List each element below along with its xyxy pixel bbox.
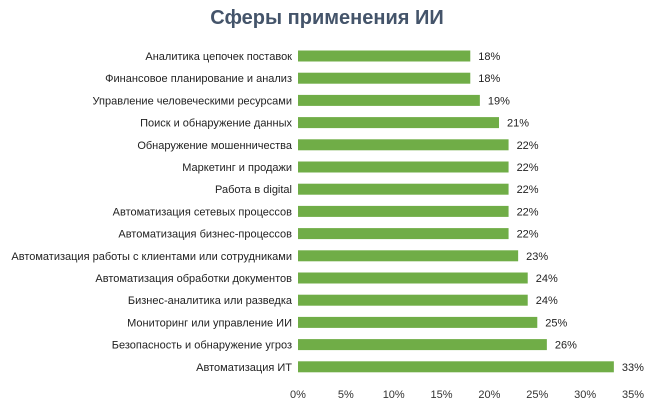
data-label: 22% [517, 229, 539, 241]
data-label: 22% [517, 140, 539, 152]
data-label: 23% [526, 251, 548, 263]
category-label: Автоматизация сетевых процессов [113, 206, 293, 218]
bar [298, 161, 509, 173]
x-tick-label: 30% [574, 389, 596, 401]
bar [298, 228, 509, 240]
category-label: Мониторинг или управление ИИ [127, 317, 292, 329]
bar [298, 205, 509, 217]
chart-title: Сферы применения ИИ [210, 7, 443, 29]
data-label: 24% [536, 273, 558, 285]
category-label: Аналитика цепочек поставок [145, 51, 292, 63]
bars-group [298, 50, 614, 373]
category-label: Автоматизация работы с клиентами или сот… [11, 251, 292, 263]
x-tick-label: 15% [431, 389, 453, 401]
data-label: 25% [545, 317, 567, 329]
data-label: 24% [536, 295, 558, 307]
bar [298, 117, 499, 129]
category-label: Обнаружение мошенничества [137, 140, 293, 152]
x-tick-label: 20% [478, 389, 500, 401]
category-label: Бизнес-аналитика или разведка [128, 295, 293, 307]
x-axis-ticks: 0% 5% 10% 15% 20% 25% 30% 35% [290, 389, 644, 401]
data-label: 19% [488, 95, 510, 107]
data-label: 22% [517, 162, 539, 174]
bar [298, 94, 480, 106]
x-tick-label: 35% [622, 389, 644, 401]
data-label: 22% [517, 184, 539, 196]
bar [298, 50, 471, 62]
bar [298, 316, 538, 328]
data-label: 33% [622, 362, 644, 374]
x-tick-label: 5% [338, 389, 354, 401]
data-label: 18% [478, 51, 500, 63]
x-tick-label: 25% [526, 389, 548, 401]
data-label: 21% [507, 118, 529, 130]
data-label: 22% [517, 206, 539, 218]
category-label: Автоматизация ИТ [196, 362, 292, 374]
category-label: Финансовое планирование и анализ [105, 73, 292, 85]
bar [298, 339, 547, 351]
category-label: Маркетинг и продажи [182, 162, 292, 174]
x-tick-label: 10% [383, 389, 405, 401]
bar [298, 139, 509, 151]
bar [298, 361, 614, 373]
bar [298, 272, 528, 284]
category-label: Поиск и обнаружение данных [140, 118, 292, 130]
data-labels: 18% 18% 19% 21% 22% 22% 22% 22% 22% 23% 24% 24% 25% 2… [478, 51, 644, 374]
category-label: Автоматизация обработки документов [95, 273, 292, 285]
category-label: Безопасность и обнаружение угроз [112, 340, 292, 352]
category-label: Автоматизация бизнес-процессов [118, 229, 292, 241]
category-label: Управление человеческими ресурсами [93, 95, 292, 107]
category-label: Работа в digital [215, 184, 292, 196]
bar [298, 250, 519, 262]
data-label: 18% [478, 73, 500, 85]
bar [298, 294, 528, 306]
category-labels: Аналитика цепочек поставок Финансовое пла… [11, 51, 293, 374]
data-label: 26% [555, 340, 577, 352]
bar [298, 72, 471, 84]
bar [298, 183, 509, 195]
x-tick-label: 0% [290, 389, 306, 401]
